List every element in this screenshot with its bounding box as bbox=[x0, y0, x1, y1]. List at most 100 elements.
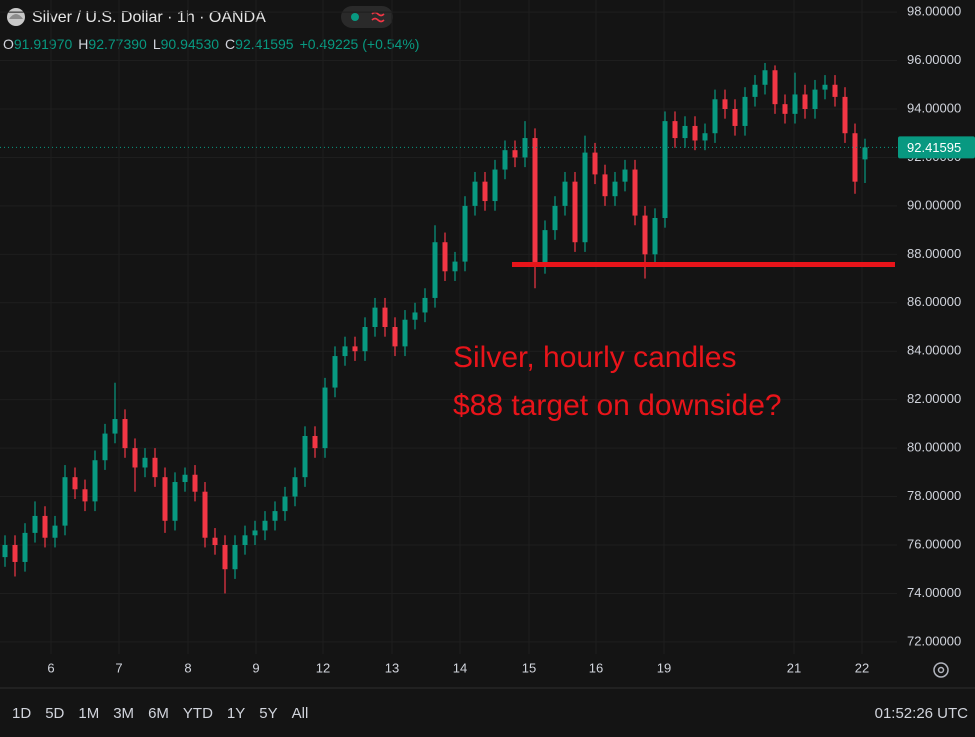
candle-body bbox=[72, 477, 78, 490]
candle-body bbox=[32, 515, 38, 533]
settings-icon[interactable] bbox=[933, 662, 949, 678]
candle-body bbox=[432, 242, 438, 298]
x-tick-label: 14 bbox=[453, 660, 467, 675]
candle-body bbox=[672, 121, 678, 139]
candle-body bbox=[42, 515, 48, 538]
candle-body bbox=[362, 327, 368, 352]
candle-body bbox=[162, 477, 168, 521]
candle-body bbox=[62, 477, 68, 526]
range-button[interactable]: 1M bbox=[78, 705, 99, 722]
range-button[interactable]: YTD bbox=[183, 705, 213, 722]
annotation: $88 target on downside? bbox=[453, 389, 782, 422]
y-tick-label: 88.00000 bbox=[907, 246, 961, 261]
candle-body bbox=[242, 535, 248, 545]
y-tick-label: 96.00000 bbox=[907, 52, 961, 67]
range-button[interactable]: 1Y bbox=[227, 705, 245, 722]
x-tick-label: 12 bbox=[316, 660, 330, 675]
candle-body bbox=[742, 96, 748, 126]
ohlc-key: L bbox=[153, 36, 161, 52]
symbol-title[interactable]: Silver / U.S. Dollar · 1h · OANDA bbox=[32, 9, 266, 26]
candle-body bbox=[352, 346, 358, 352]
candle-body bbox=[192, 474, 198, 492]
candle-body bbox=[822, 84, 828, 90]
delayed-icon bbox=[371, 11, 385, 23]
ohlc-change: +0.49225 (+0.54%) bbox=[300, 36, 420, 52]
x-tick-label: 8 bbox=[184, 660, 191, 675]
symbol-icon-shape bbox=[9, 14, 23, 19]
x-tick-label: 13 bbox=[385, 660, 399, 675]
x-tick-label: 22 bbox=[855, 660, 869, 675]
candle-body bbox=[622, 169, 628, 182]
status-pill[interactable] bbox=[341, 6, 393, 28]
candle-body bbox=[772, 70, 778, 105]
candle-body bbox=[92, 460, 98, 502]
y-tick-label: 78.00000 bbox=[907, 488, 961, 503]
candle-body bbox=[422, 297, 428, 313]
candle-body bbox=[472, 181, 478, 206]
candle-body bbox=[452, 261, 458, 272]
candle-body bbox=[812, 89, 818, 109]
candle-body bbox=[662, 121, 668, 218]
candle-body bbox=[612, 181, 618, 197]
x-tick-label: 19 bbox=[657, 660, 671, 675]
range-button[interactable]: All bbox=[292, 705, 309, 722]
candle-body bbox=[272, 511, 278, 521]
candle-body bbox=[632, 169, 638, 216]
candle-body bbox=[852, 133, 858, 182]
candle-body bbox=[282, 496, 288, 512]
candle-body bbox=[252, 530, 258, 536]
candle-body bbox=[172, 482, 178, 521]
candle-body bbox=[122, 419, 128, 449]
y-tick-label: 84.00000 bbox=[907, 343, 961, 358]
ohlc-legend: O91.91970 H92.77390 L90.94530 C92.41595 +0.4… bbox=[3, 36, 419, 52]
y-tick-label: 90.00000 bbox=[907, 197, 961, 212]
candle-body bbox=[332, 356, 338, 388]
last-price-tag bbox=[898, 136, 975, 159]
candle-body bbox=[112, 419, 118, 434]
x-tick-label: 15 bbox=[522, 660, 536, 675]
candle-body bbox=[132, 448, 138, 468]
candle-body bbox=[82, 489, 88, 502]
candle-body bbox=[832, 84, 838, 97]
ohlc-key: C bbox=[225, 36, 235, 52]
range-button[interactable]: 5Y bbox=[259, 705, 277, 722]
x-tick-label: 21 bbox=[787, 660, 801, 675]
candle-body bbox=[502, 150, 508, 170]
candle-body bbox=[372, 307, 378, 327]
candle-body bbox=[152, 457, 158, 478]
range-button[interactable]: 6M bbox=[148, 705, 169, 722]
candle-body bbox=[572, 181, 578, 243]
candle-body bbox=[582, 152, 588, 243]
range-button[interactable]: 3M bbox=[113, 705, 134, 722]
range-button[interactable]: 1D bbox=[12, 705, 31, 722]
x-tick-label: 16 bbox=[589, 660, 603, 675]
candle-body bbox=[222, 545, 228, 570]
candle-body bbox=[512, 150, 518, 158]
candle-body bbox=[712, 99, 718, 134]
y-tick-label: 72.00000 bbox=[907, 633, 961, 648]
candle-body bbox=[722, 99, 728, 109]
candle-body bbox=[542, 230, 548, 265]
candle-body bbox=[782, 104, 788, 114]
candle-body bbox=[102, 433, 108, 461]
candle-body bbox=[292, 477, 298, 497]
candle-body bbox=[442, 242, 448, 272]
clock: 01:52:26 UTC bbox=[875, 705, 969, 722]
annotation: Silver, hourly candles bbox=[453, 341, 736, 374]
ohlc-key: H bbox=[78, 36, 88, 52]
candle-body bbox=[642, 215, 648, 255]
candle-body bbox=[732, 109, 738, 126]
ohlc-value: 91.91970 bbox=[14, 36, 73, 52]
candle-body bbox=[762, 70, 768, 85]
candle-body bbox=[312, 436, 318, 449]
candle-body bbox=[552, 205, 558, 231]
candle-body bbox=[702, 133, 708, 141]
range-button[interactable]: 5D bbox=[45, 705, 64, 722]
candle-body bbox=[802, 94, 808, 109]
y-tick-label: 94.00000 bbox=[907, 100, 961, 115]
candle-body bbox=[602, 174, 608, 197]
candle-body bbox=[462, 205, 468, 262]
candle-body bbox=[392, 327, 398, 347]
